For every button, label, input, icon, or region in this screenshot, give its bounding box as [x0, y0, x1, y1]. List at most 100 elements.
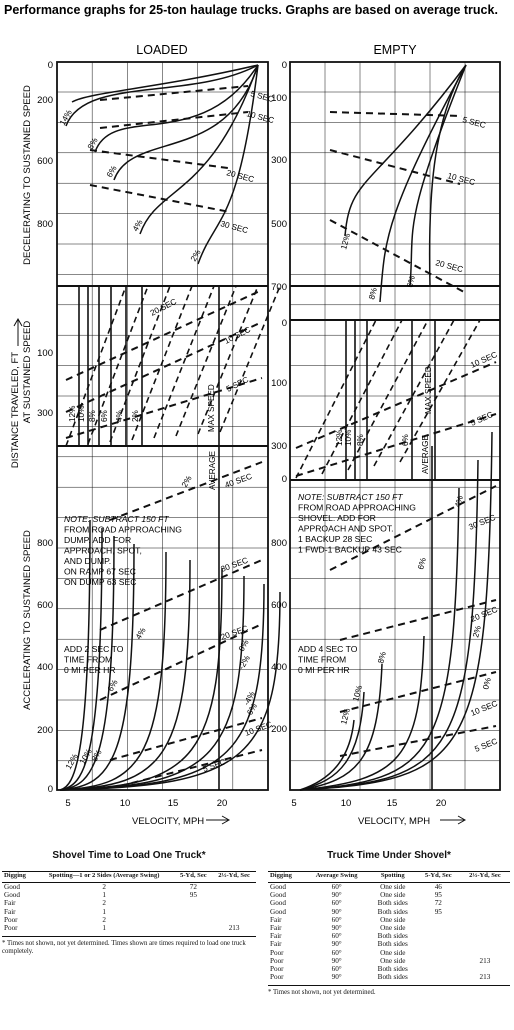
table-cell: Both sides [377, 899, 408, 908]
loaded-xlabel: VELOCITY, MPH [132, 816, 204, 827]
table-cell: Poor [270, 956, 284, 965]
table-cell: 90° [331, 907, 342, 916]
table-cell: Both sides [377, 973, 408, 982]
table-cell: Good [270, 907, 286, 916]
empty-panel [289, 61, 501, 791]
table-row: Good 60° Both sides 72 [268, 899, 510, 907]
loaded-decel-time-label: 30 SEC [219, 219, 249, 235]
loaded-decel-grade-label: 8% [86, 136, 100, 151]
table-cell: 1 [102, 924, 106, 933]
loaded-panel [56, 61, 269, 791]
table-cell: 60° [331, 932, 342, 941]
loaded-decel-grade-curve [94, 64, 259, 153]
loaded-accel-time-line [99, 559, 263, 631]
empty-decel-ytick: 300 [271, 155, 287, 166]
table-row: Fair 60° Both sides [268, 932, 510, 940]
table-cell [460, 940, 510, 948]
table-row: Fair 2 [2, 899, 256, 907]
loaded-accel-grade-label: 4% [134, 626, 148, 641]
table-cell [417, 916, 460, 924]
table-cell: 72 [189, 883, 197, 891]
loaded-decel-grade-curve [71, 64, 259, 103]
loaded-accel-ytick: 200 [37, 725, 53, 736]
empty-decel-grade-curve [344, 64, 467, 237]
table-cell: 60° [331, 965, 342, 974]
empty-accel-grade-curve [299, 719, 355, 791]
loaded-accel-grade-label: 0% [237, 638, 251, 653]
table-cell: 95 [189, 891, 197, 900]
empty-decel-ytick: 500 [271, 219, 287, 230]
loaded-sustained-time-label: 20 SEC [149, 297, 178, 318]
empty-accel-grade-label: 2% [471, 625, 483, 639]
loaded-decel-grade-curve [139, 64, 259, 235]
loaded-note: ON RAMP 67 SEC [64, 567, 136, 577]
loaded-max-speed-label: MAX SPEED [207, 384, 216, 432]
loaded-sustained-fan-line [197, 285, 259, 435]
empty-accel-time-label: 30 SEC [467, 513, 497, 532]
loaded-decel-grade-curve [65, 64, 259, 127]
table-row: Good 90° Both sides 95 [268, 908, 510, 916]
empty-accel-grade-label: 0% [481, 677, 493, 691]
table-cell: Fair [4, 899, 16, 908]
table-row: Good 2 72 [2, 883, 256, 892]
table-row: Fair 1 [2, 908, 256, 916]
table-cell: 90° [331, 940, 342, 949]
table-cell: One side [380, 883, 406, 891]
loaded-accel-ytick: 600 [37, 600, 53, 611]
empty-decel-grade-curve [379, 64, 467, 303]
table-cell [212, 916, 256, 924]
loaded-decel-time-line [99, 85, 249, 101]
table-cell: One side [380, 891, 406, 900]
table-cell: 90° [331, 891, 342, 900]
loaded-note: FROM ROAD APPROACHING [64, 525, 182, 535]
loaded-sustained-fan-line [87, 285, 149, 445]
loaded-sustained-grade-label: 4% [115, 410, 124, 422]
empty-sustained-ytick: 300 [271, 441, 287, 452]
table-cell: Poor [4, 924, 18, 933]
table-row: Poor 90° One side 213 [268, 957, 510, 965]
empty-accel-time-line [339, 599, 497, 641]
empty-accel-grade-label: 10% [351, 684, 364, 702]
loaded-accel-grade-curve [59, 551, 167, 791]
sustained-ylabel: AT SUSTAINED SPEED [22, 321, 33, 424]
table-header: 5-Yd, Sec [174, 871, 213, 883]
loaded-note: APPROACH, SPOT, [64, 546, 142, 556]
table-cell [212, 883, 256, 892]
empty-decel-grade-curve [409, 64, 467, 287]
loaded-accel-time-line [109, 717, 263, 761]
empty-sustained-fan-line [347, 319, 429, 471]
distance-ylabel: DISTANCE TRAVELED, FT [10, 352, 21, 468]
empty-sustained-time-line [295, 413, 497, 477]
loaded-decel-grade-label: 14% [58, 108, 74, 127]
table-cell [212, 891, 256, 899]
table-cell [174, 908, 212, 916]
truck-time-table-title: Truck Time Under Shovel* [327, 850, 451, 861]
table-cell: 1 [102, 891, 106, 900]
table-cell [417, 973, 460, 981]
table-cell: Fair [270, 924, 282, 933]
loaded-xtick: 20 [217, 798, 228, 809]
empty-accel-time-line [339, 725, 497, 757]
table-header: Digging [268, 871, 305, 883]
table-cell: Both sides [377, 965, 408, 974]
table-cell [174, 924, 212, 932]
loaded-decel-grade-curve [113, 64, 259, 181]
empty-note: APPROACH AND SPOT. [298, 524, 394, 534]
table-cell [417, 949, 460, 957]
loaded-note: DUMP. ADD FOR [64, 535, 131, 545]
loaded-accel-time-label: 5 SEC [202, 757, 227, 774]
loaded-xtick: 10 [120, 798, 131, 809]
truck-time-footnote: * Times not shown, not yet determined. [268, 985, 510, 997]
empty-decel-ytick: 100 [271, 93, 287, 104]
empty-sustained-fan-line [399, 319, 481, 463]
empty-note: FROM ROAD APPROACHING [298, 503, 416, 513]
loaded-xtick: 5 [65, 798, 70, 809]
table-cell [174, 916, 212, 924]
loaded-accel-grade-label: 6% [106, 678, 120, 693]
table-cell: 60° [331, 899, 342, 908]
table-cell [417, 965, 460, 973]
table-header: Average Swing [304, 871, 369, 883]
table-row: Good 1 95 [2, 891, 256, 899]
empty-note: 1 BACKUP 28 SEC [298, 534, 372, 544]
loaded-accel-ytick: 0 [48, 784, 53, 795]
